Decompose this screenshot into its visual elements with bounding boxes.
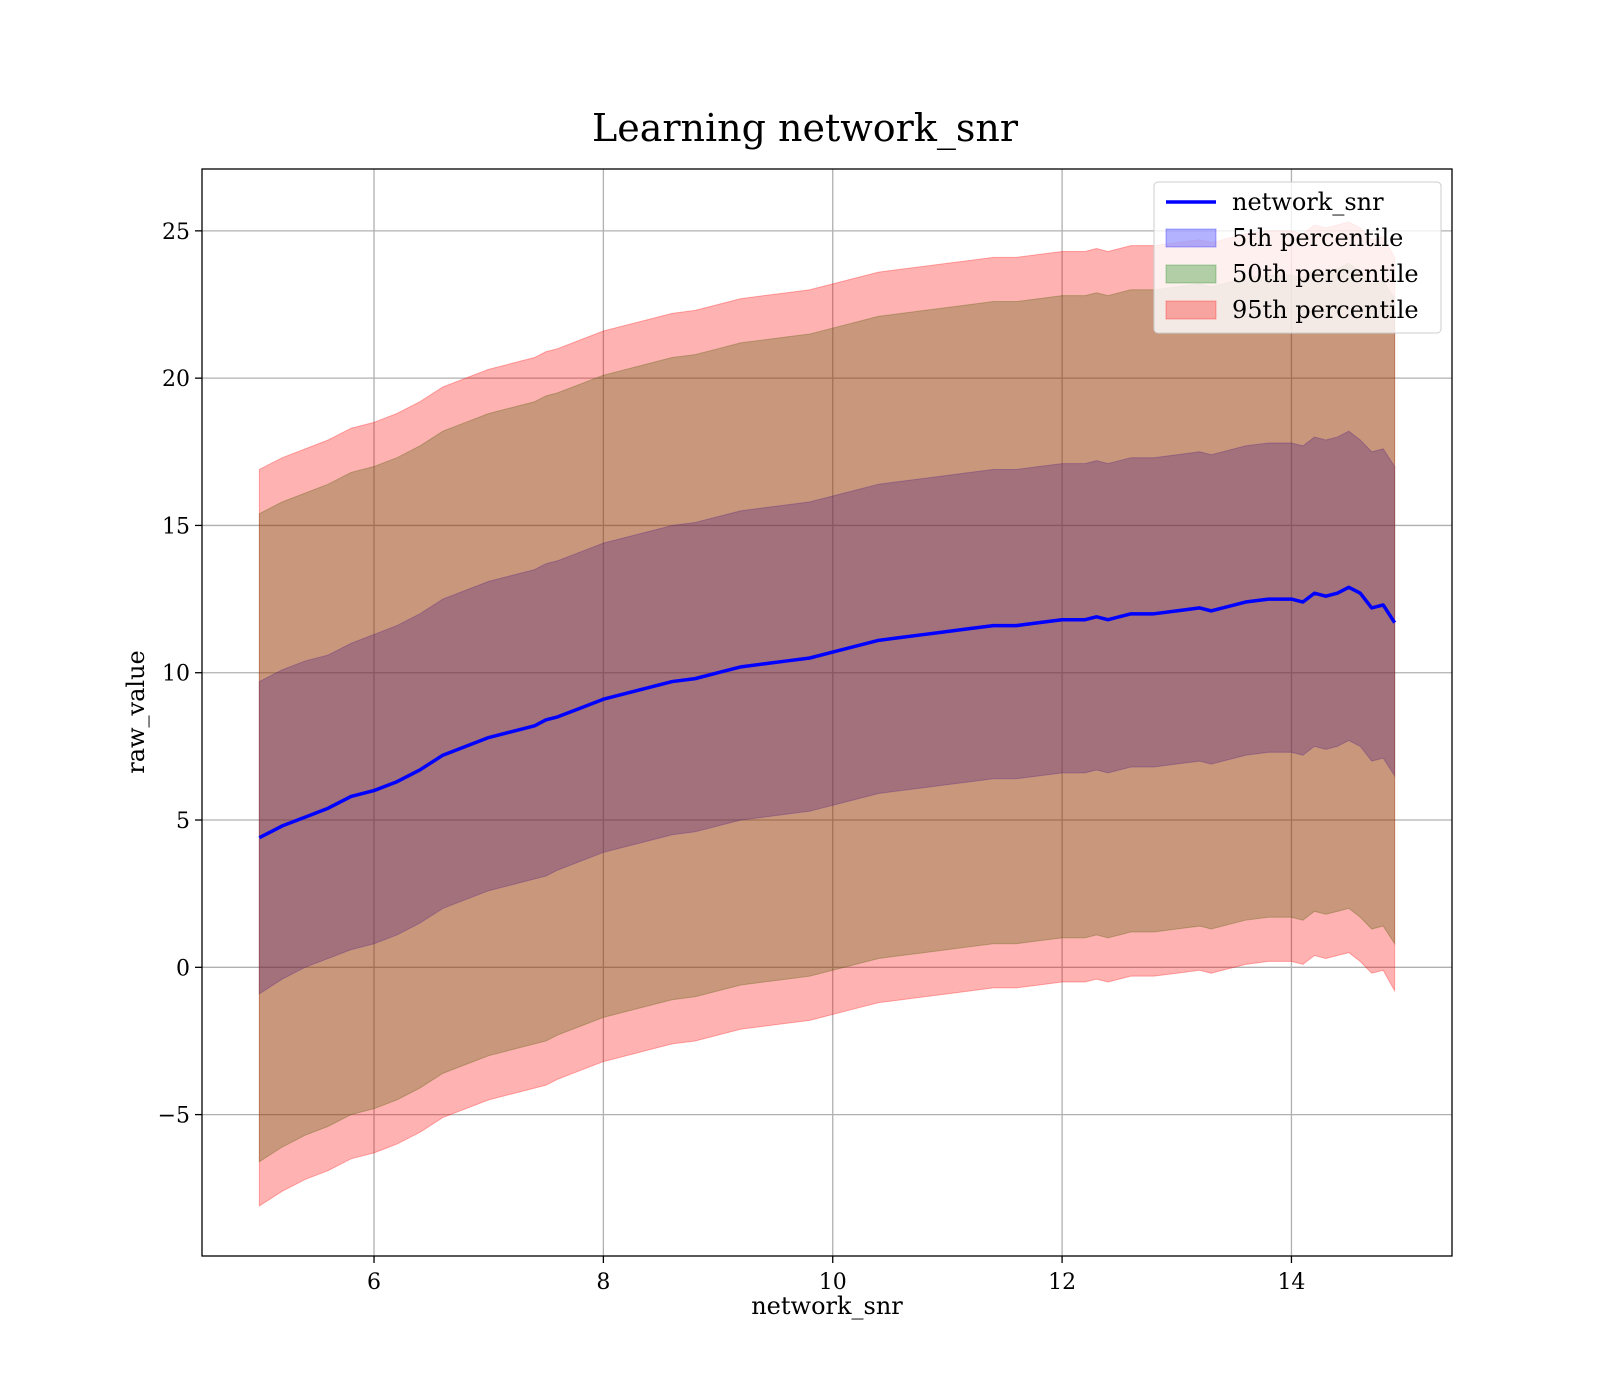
x-tick-label: 12 [1048, 1270, 1076, 1295]
series-line [258, 585, 1397, 840]
legend-swatch [1165, 228, 1217, 248]
legend-label: 95th percentile [1232, 296, 1419, 324]
y-axis: −5 0 5 10 15 20 25 [158, 220, 202, 1129]
legend-label: 50th percentile [1232, 260, 1419, 288]
x-tick-label: 6 [367, 1270, 381, 1295]
legend-swatch [1165, 264, 1217, 284]
y-tick-label: −5 [158, 1104, 190, 1129]
line-layer [258, 585, 1397, 840]
y-tick-label: 15 [162, 514, 190, 539]
legend-label: 5th percentile [1232, 224, 1403, 252]
legend-items: network_snr 5th percentile 50th percentile… [1165, 188, 1419, 324]
grid-layer [202, 169, 1452, 1256]
x-tick-label: 10 [819, 1270, 847, 1295]
x-axis: 6 8 10 12 14 [367, 1256, 1305, 1295]
x-tick-label: 14 [1277, 1270, 1305, 1295]
legend-frame [1153, 181, 1442, 334]
band-2 [258, 262, 1396, 1163]
band-1 [258, 430, 1396, 995]
legend: network_snr 5th percentile 50th percentile… [1153, 181, 1442, 334]
bands-layer [258, 221, 1396, 1207]
y-tick-label: 0 [176, 956, 190, 981]
legend-swatch [1165, 300, 1217, 320]
y-tick-label: 5 [176, 809, 190, 834]
y-tick-label: 25 [162, 220, 190, 245]
x-tick-label: 8 [596, 1270, 610, 1295]
band-3 [258, 221, 1396, 1207]
legend-label: network_snr [1232, 188, 1384, 216]
chart-title: Learning network_snr [592, 106, 1019, 151]
plot-area [201, 168, 1453, 1257]
y-axis-label: raw_value [122, 650, 150, 774]
y-tick-label: 10 [162, 662, 190, 687]
y-tick-label: 20 [162, 367, 190, 392]
axes-frame [201, 168, 1453, 1257]
x-axis-label: network_snr [751, 1292, 903, 1320]
